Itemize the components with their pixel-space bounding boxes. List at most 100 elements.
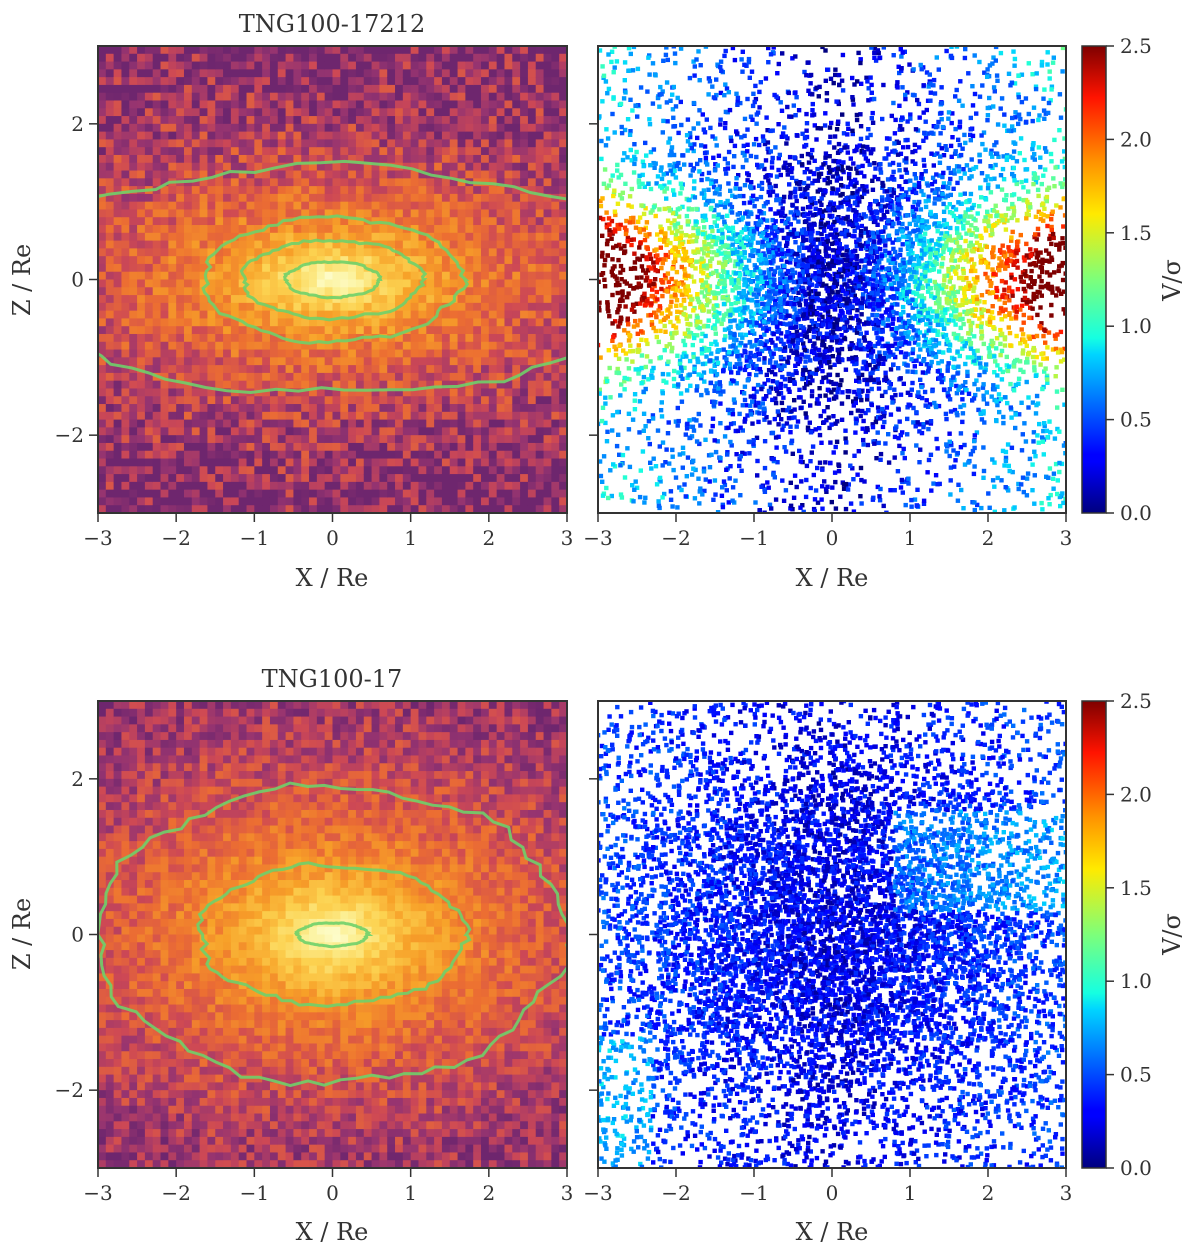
heatmap-cell bbox=[316, 232, 326, 242]
heatmap-cell bbox=[215, 256, 224, 265]
heatmap-cell bbox=[105, 263, 115, 273]
heatmap-cell bbox=[434, 302, 443, 312]
heatmap-cell bbox=[152, 77, 162, 86]
heatmap-cell bbox=[449, 287, 459, 296]
heatmap-cell bbox=[551, 108, 560, 117]
heatmap-cell bbox=[316, 341, 326, 351]
heatmap-cell bbox=[512, 357, 521, 366]
heatmap-cell bbox=[504, 458, 513, 467]
heatmap-cell bbox=[332, 201, 341, 211]
vsigma-point bbox=[960, 383, 966, 388]
heatmap-cell bbox=[105, 388, 115, 397]
heatmap-cell bbox=[246, 287, 255, 296]
heatmap-cell bbox=[199, 92, 209, 102]
heatmap-cell bbox=[340, 349, 349, 358]
heatmap-cell bbox=[371, 77, 380, 86]
heatmap-cell bbox=[324, 442, 334, 452]
heatmap-cell bbox=[230, 232, 240, 242]
heatmap-cell bbox=[457, 100, 466, 109]
heatmap-cell bbox=[246, 372, 255, 382]
heatmap-cell bbox=[441, 333, 451, 343]
heatmap-cell bbox=[152, 263, 162, 273]
vsigma-point bbox=[766, 378, 771, 383]
heatmap-cell bbox=[379, 263, 388, 273]
heatmap-cell bbox=[277, 263, 287, 273]
vsigma-point bbox=[767, 291, 773, 296]
heatmap-cell bbox=[199, 505, 209, 513]
heatmap-cell bbox=[512, 201, 521, 211]
heatmap-cell bbox=[324, 380, 334, 390]
heatmap-cell bbox=[488, 162, 498, 172]
heatmap-cell bbox=[551, 186, 560, 195]
vsigma-point bbox=[1050, 476, 1056, 481]
vsigma-point bbox=[805, 304, 811, 310]
heatmap-cell bbox=[387, 46, 396, 55]
vsigma-point bbox=[1048, 98, 1053, 103]
heatmap-cell bbox=[113, 357, 123, 366]
heatmap-cell bbox=[230, 170, 240, 179]
heatmap-cell bbox=[121, 186, 130, 195]
heatmap-cell bbox=[246, 365, 255, 374]
heatmap-cell bbox=[418, 474, 427, 483]
heatmap-cell bbox=[441, 341, 451, 351]
heatmap-cell bbox=[230, 92, 240, 102]
vsigma-point bbox=[811, 196, 817, 201]
heatmap-cell bbox=[137, 442, 146, 452]
vsigma-point bbox=[715, 284, 720, 290]
vsigma-point bbox=[1028, 305, 1033, 310]
heatmap-cell bbox=[379, 201, 388, 211]
heatmap-cell bbox=[223, 77, 232, 86]
vsigma-point bbox=[910, 241, 915, 246]
vsigma-point bbox=[699, 247, 705, 252]
heatmap-cell bbox=[269, 341, 279, 351]
vsigma-point bbox=[666, 420, 671, 425]
heatmap-cell bbox=[559, 232, 567, 242]
heatmap-cell bbox=[98, 201, 107, 211]
heatmap-cell bbox=[160, 411, 169, 421]
vsigma-point bbox=[631, 324, 637, 329]
heatmap-cell bbox=[363, 154, 373, 164]
heatmap-cell bbox=[293, 442, 302, 452]
heatmap-cell bbox=[543, 225, 552, 234]
heatmap-cell bbox=[332, 326, 341, 335]
heatmap-cell bbox=[465, 209, 474, 218]
heatmap-cell bbox=[183, 435, 193, 444]
heatmap-cell bbox=[379, 411, 388, 421]
vsigma-point bbox=[762, 439, 768, 444]
heatmap-cell bbox=[355, 178, 365, 187]
heatmap-cell bbox=[496, 69, 506, 78]
heatmap-cell bbox=[355, 139, 365, 148]
heatmap-cell bbox=[309, 186, 318, 195]
heatmap-cell bbox=[481, 170, 490, 179]
heatmap-cell bbox=[129, 178, 138, 187]
vsigma-point bbox=[1045, 223, 1050, 229]
heatmap-cell bbox=[160, 333, 169, 343]
heatmap-cell bbox=[199, 341, 209, 351]
heatmap-cell bbox=[434, 380, 443, 390]
heatmap-cell bbox=[230, 147, 240, 156]
heatmap-cell bbox=[246, 279, 255, 288]
heatmap-cell bbox=[379, 162, 388, 172]
heatmap-cell bbox=[301, 178, 310, 187]
heatmap-cell bbox=[293, 193, 302, 203]
heatmap-cell bbox=[199, 279, 209, 288]
heatmap-cell bbox=[309, 388, 318, 397]
vsigma-point bbox=[722, 434, 728, 439]
vsigma-point bbox=[816, 174, 822, 179]
heatmap-cell bbox=[527, 61, 537, 70]
heatmap-cell bbox=[418, 84, 427, 94]
heatmap-cell bbox=[246, 333, 255, 343]
heatmap-cell bbox=[262, 170, 271, 179]
heatmap-cell bbox=[129, 396, 138, 405]
heatmap-cell bbox=[395, 466, 404, 475]
heatmap-cell bbox=[301, 458, 310, 467]
heatmap-cell bbox=[348, 162, 357, 172]
heatmap-cell bbox=[152, 497, 162, 506]
heatmap-cell bbox=[144, 147, 154, 156]
vsigma-point bbox=[908, 392, 913, 398]
heatmap-cell bbox=[285, 186, 295, 195]
vsigma-point bbox=[692, 369, 697, 374]
vsigma-point bbox=[912, 186, 917, 192]
heatmap-cell bbox=[371, 279, 380, 288]
heatmap-cell bbox=[426, 77, 435, 86]
